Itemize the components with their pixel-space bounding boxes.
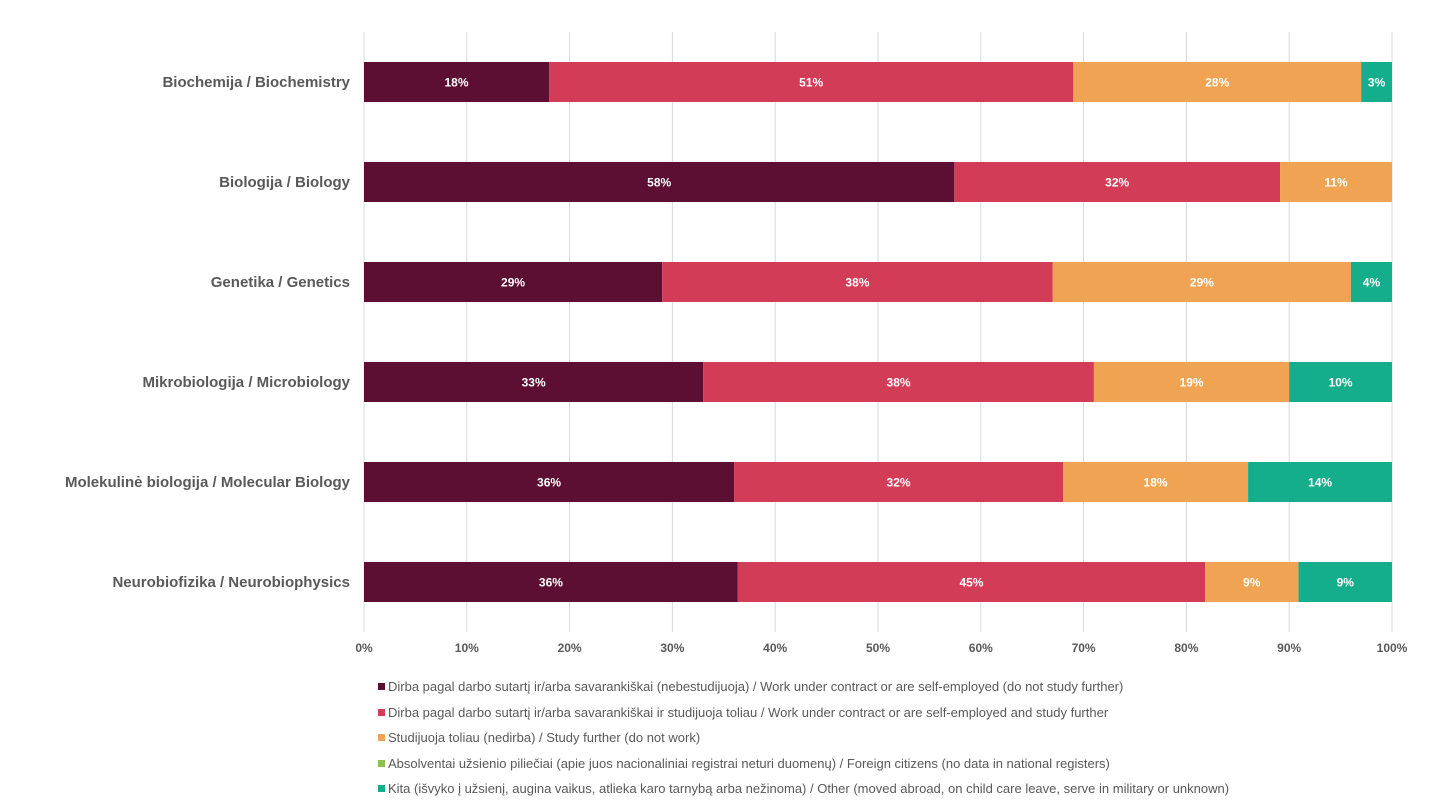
legend-item: Dirba pagal darbo sutartį ir/arba savara… [378, 700, 1418, 726]
bar-segment [737, 562, 1206, 602]
legend-item: Absolventai užsienio piliečiai (apie juo… [378, 751, 1418, 777]
bar-segment [1073, 62, 1362, 102]
bar-segment [364, 162, 955, 202]
legend-label: Dirba pagal darbo sutartį ir/arba savara… [388, 704, 1109, 720]
legend-swatch [378, 759, 385, 767]
legend-label: Kita (išvyko į užsienį, augina vaikus, a… [388, 781, 1230, 797]
data-label: 36% [537, 476, 561, 490]
category-label: Genetika / Genetics [211, 274, 350, 291]
legend-swatch [378, 708, 385, 716]
data-label: 9% [1337, 576, 1355, 590]
legend-swatch [378, 734, 385, 742]
data-label: 28% [1205, 76, 1229, 90]
x-tick-label: 40% [763, 641, 787, 655]
data-label: 38% [887, 376, 911, 390]
legend-swatch [378, 683, 385, 691]
legend-item: Studijuoja toliau (nedirba) / Study furt… [378, 725, 1418, 751]
bar-segment [1280, 162, 1392, 202]
data-label: 14% [1308, 476, 1332, 490]
legend-label: Studijuoja toliau (nedirba) / Study furt… [388, 730, 701, 746]
data-label: 58% [647, 176, 671, 190]
stacked-bar-chart: Biochemija / Biochemistry Biologija / Bio… [65, 32, 1408, 655]
data-label: 10% [1329, 376, 1353, 390]
x-tick-label: 100% [1377, 641, 1408, 655]
legend-label: Dirba pagal darbo sutartį ir/arba savara… [388, 679, 1124, 695]
data-label: 29% [501, 276, 525, 290]
bar-segment [1093, 362, 1290, 402]
data-label: 32% [1105, 176, 1129, 190]
bar-segment [1063, 462, 1249, 502]
legend-swatch [378, 785, 385, 793]
bar-segment [1289, 362, 1392, 402]
x-tick-label: 60% [969, 641, 993, 655]
x-tick-label: 30% [660, 641, 684, 655]
bars: 18% 51% 28% 3% 58% 32% 11% 29% 38% 29% 4% 33% 38% 19%… [364, 62, 1392, 602]
bar-segment [1248, 462, 1392, 502]
category-label: Molekulinė biologija / Molecular Biology [65, 474, 351, 491]
bar-segment [734, 462, 1064, 502]
x-tick-label: 20% [558, 641, 582, 655]
x-tick-label: 50% [866, 641, 890, 655]
bar-segment [364, 262, 663, 302]
x-axis-tick-labels: 0% 10% 20% 30% 40% 50% 60% 70% 80% 90% 100% [355, 641, 1407, 655]
gridlines [363, 32, 1393, 632]
bar-segment [954, 162, 1281, 202]
bar-segment [364, 362, 704, 402]
bar-segment [1052, 262, 1351, 302]
bar-segment [1205, 562, 1299, 602]
data-label: 29% [1190, 276, 1214, 290]
category-labels: Biochemija / Biochemistry Biologija / Bio… [65, 74, 351, 591]
legend-item: Kita (išvyko į užsienį, augina vaikus, a… [378, 776, 1418, 802]
bar-segment [1361, 62, 1392, 102]
category-label: Mikrobiologija / Microbiology [142, 374, 350, 391]
bar-segment [364, 562, 738, 602]
data-label: 51% [799, 76, 823, 90]
data-label: 38% [845, 276, 869, 290]
bar-segment [364, 62, 550, 102]
data-label: 18% [445, 76, 469, 90]
data-label: 3% [1368, 76, 1386, 90]
x-tick-label: 0% [355, 641, 373, 655]
bar-segment [662, 262, 1053, 302]
legend-item: Dirba pagal darbo sutartį ir/arba savara… [378, 674, 1418, 700]
bar-segment [364, 462, 735, 502]
data-label: 19% [1180, 376, 1204, 390]
category-label: Biochemija / Biochemistry [162, 74, 350, 91]
bar-segment [549, 62, 1074, 102]
data-label: 4% [1363, 276, 1381, 290]
data-label: 33% [522, 376, 546, 390]
data-label: 18% [1144, 476, 1168, 490]
data-label: 11% [1324, 176, 1348, 190]
bar-segment [1350, 262, 1392, 302]
x-tick-label: 90% [1277, 641, 1301, 655]
data-label: 9% [1243, 576, 1261, 590]
x-tick-label: 70% [1072, 641, 1096, 655]
data-label: 36% [539, 576, 563, 590]
category-label: Neurobiofizika / Neurobiophysics [112, 574, 350, 591]
legend: Dirba pagal darbo sutartį ir/arba savara… [378, 674, 1418, 802]
category-label: Biologija / Biology [219, 174, 350, 191]
x-tick-label: 10% [455, 641, 479, 655]
legend-label: Absolventai užsienio piliečiai (apie juo… [388, 755, 1110, 771]
bar-segment [1298, 562, 1392, 602]
data-label: 32% [887, 476, 911, 490]
x-tick-label: 80% [1174, 641, 1198, 655]
bar-segment [703, 362, 1094, 402]
data-label: 45% [959, 576, 983, 590]
